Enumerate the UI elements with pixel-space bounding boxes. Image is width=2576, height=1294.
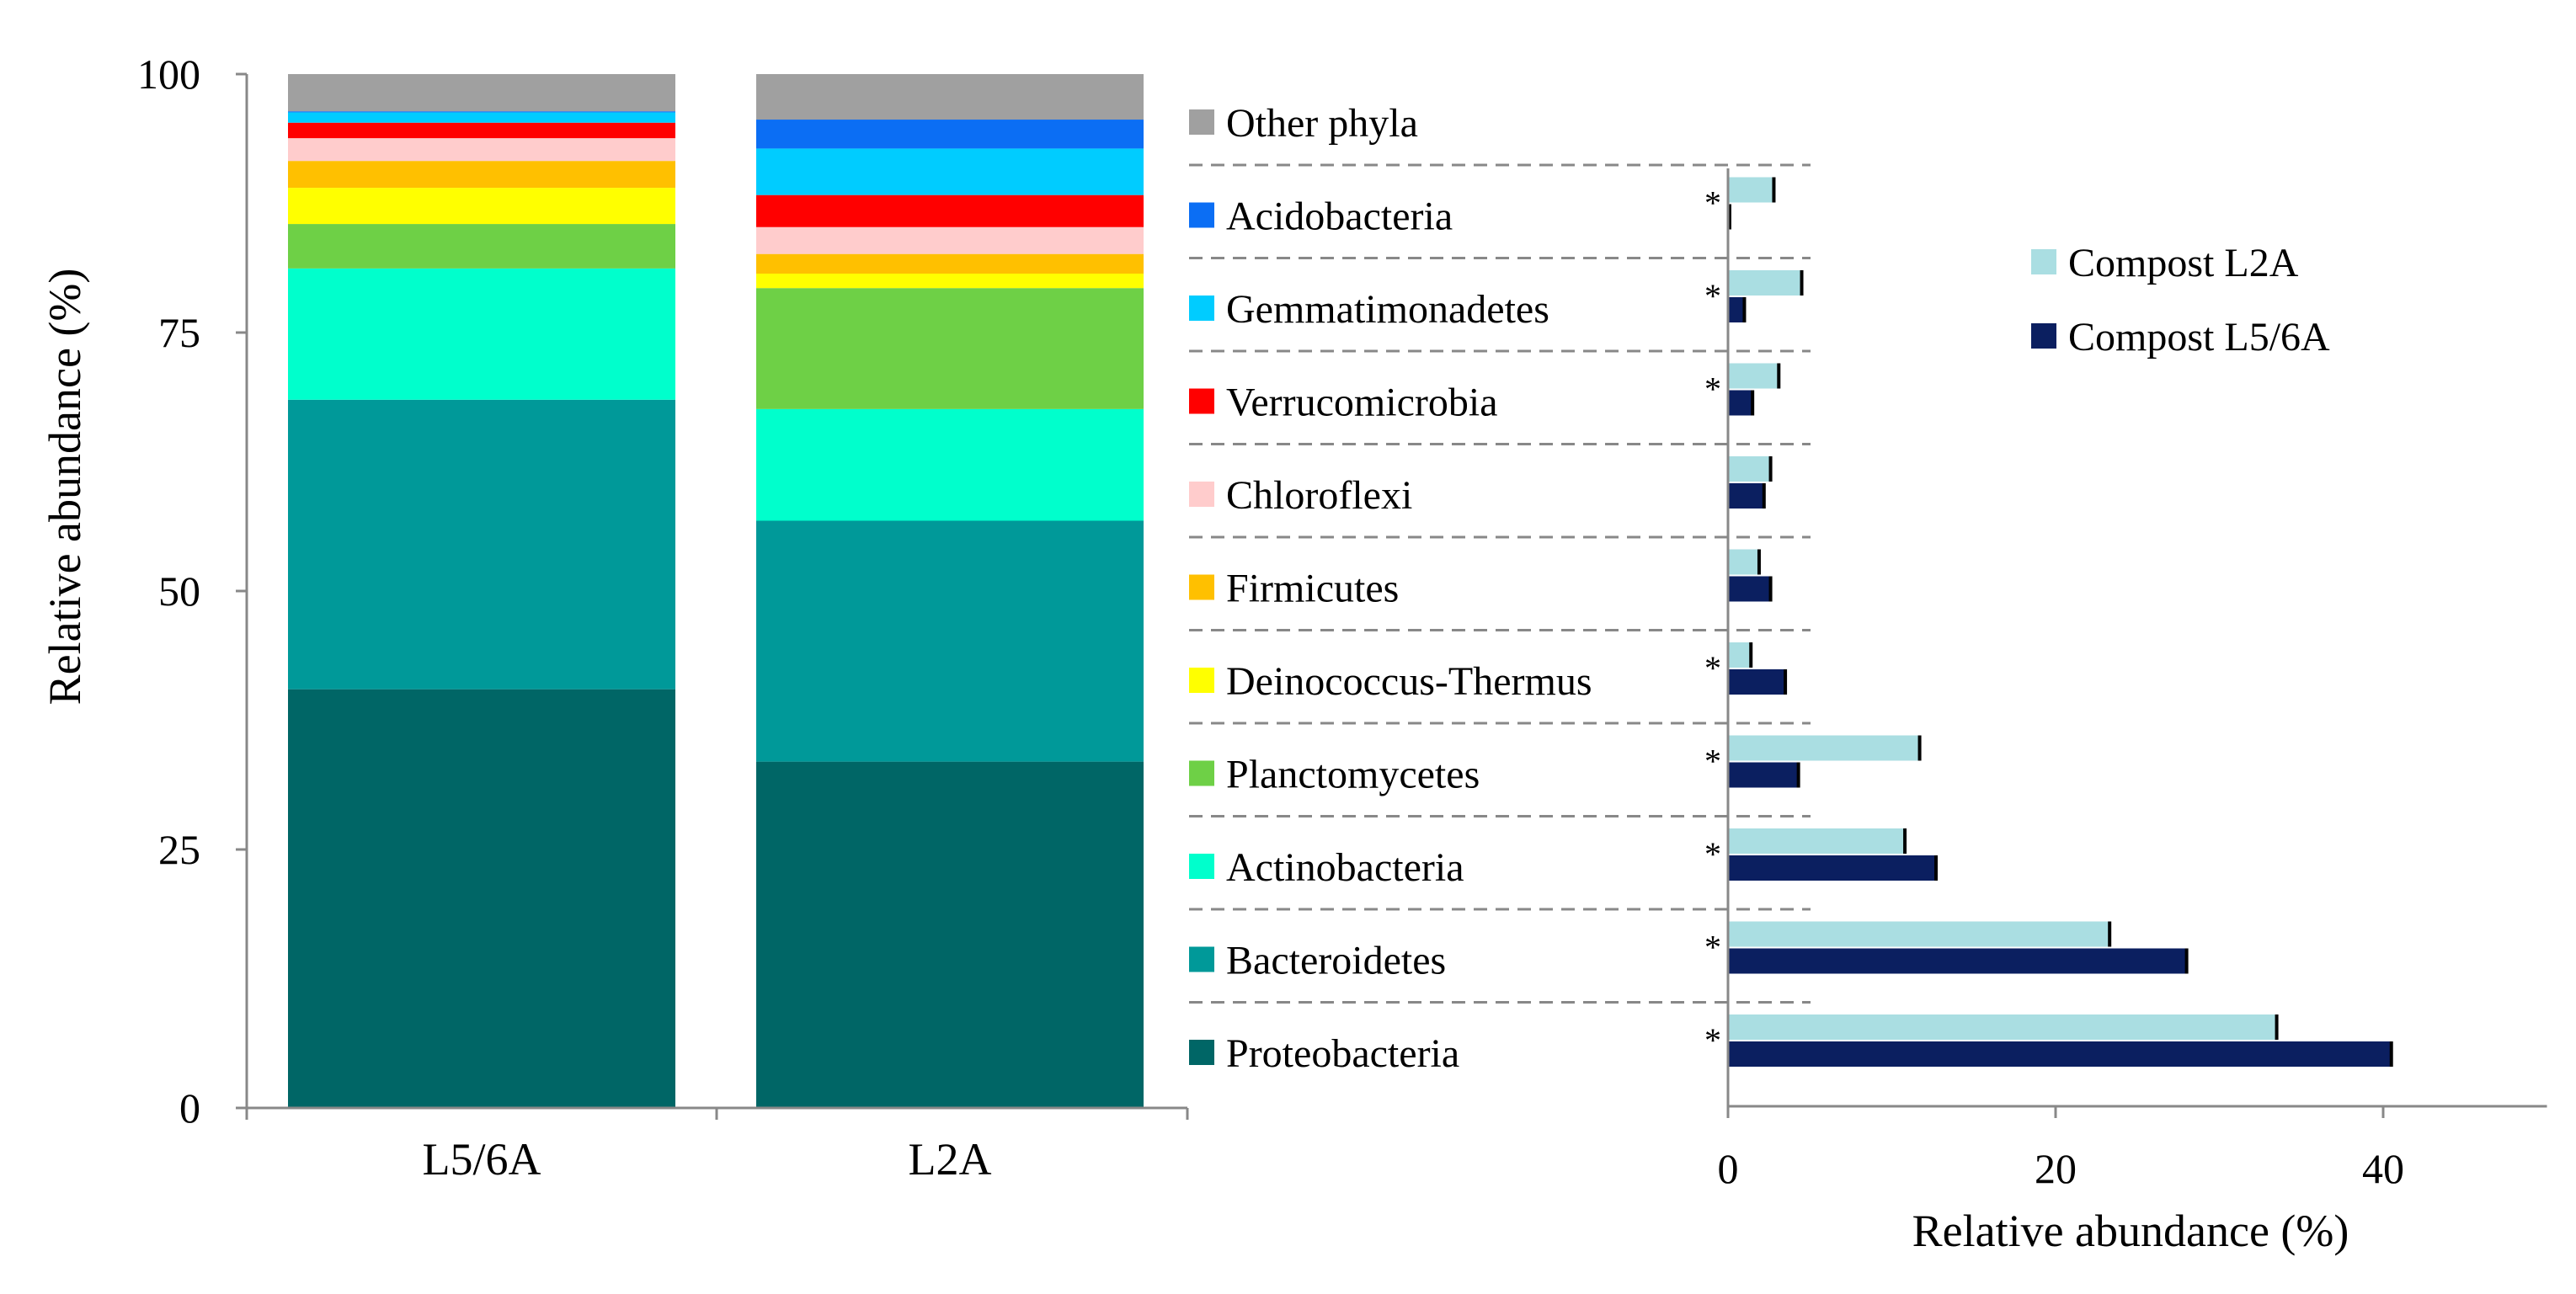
legend-label-proteobacteria: Proteobacteria [1226,1031,1459,1076]
hbar-compost-l5-6a-chloroflexi [1728,483,1764,509]
legend-swatch-gemmatimonadetes [1189,296,1214,321]
legend-swatch-actinobacteria [1189,854,1214,879]
legend-swatch-deinococcus-thermus [1189,668,1214,693]
stacked-x-tick-label: L5/6A [423,1134,541,1185]
stacked-bars [288,74,1144,1108]
phylum-legend: Other phyla Acidobacteria Gemmatimonadetes… [1189,101,1811,1076]
stack-segment-bacteroidetes-l5-6a [288,399,675,690]
hbar-compost-l2a-deinococcus-thermus [1728,642,1752,668]
stack-segment-other-phyla-l5-6a [288,74,675,112]
stack-segment-deinococcus-thermus-l2a [756,274,1144,289]
stack-segment-planctomycetes-l5-6a [288,224,675,269]
hbar-compost-l5-6a-firmicutes [1728,576,1771,602]
legend-label-acidobacteria: Acidobacteria [1226,194,1453,239]
stack-segment-deinococcus-thermus-l5-6a [288,188,675,225]
significance-marker: * [1704,277,1721,315]
stacked-y-axis: 0 25 50 75 100 [137,51,1189,1132]
stack-segment-firmicutes-l5-6a [288,161,675,189]
hbar-compost-l2a-firmicutes [1728,549,1759,575]
stack-segment-proteobacteria-l2a [756,761,1144,1108]
stacked-y-tick-label: 50 [158,567,200,615]
hbar-compost-l2a-acidobacteria [1728,177,1774,203]
hbar-compost-l2a-chloroflexi [1728,456,1771,482]
hbar-compost-l5-6a-bacteroidetes [1728,948,2187,974]
stack-segment-gemmatimonadetes-l2a [756,148,1144,195]
hbar-compost-l2a-gemmatimonadetes [1728,270,1802,296]
compost-legend-label-compost-l5-6a: Compost L5/6A [2068,315,2330,359]
significance-marker: * [1704,184,1721,222]
hbar-compost-l5-6a-verrucomicrobia [1728,390,1753,416]
significance-marker: * [1704,370,1721,408]
stacked-y-tick-label: 25 [158,826,200,873]
legend-swatch-verrucomicrobia [1189,388,1214,414]
horizontal-x-tick-label: 0 [1718,1145,1739,1192]
legend-label-gemmatimonadetes: Gemmatimonadetes [1226,287,1549,332]
hbar-compost-l2a-verrucomicrobia [1728,363,1779,389]
stack-segment-planctomycetes-l2a [756,288,1144,409]
horizontal-x-tick-label: 20 [2035,1145,2077,1192]
stack-segment-actinobacteria-l5-6a [288,268,675,400]
hbar-compost-l5-6a-deinococcus-thermus [1728,669,1786,695]
legend-swatch-acidobacteria [1189,202,1214,228]
horizontal-x-axis-title: Relative abundance (%) [1912,1206,2349,1256]
legend-label-planctomycetes: Planctomycetes [1226,753,1480,797]
legend-label-chloroflexi: Chloroflexi [1226,473,1412,518]
legend-swatch-bacteroidetes [1189,946,1214,972]
stacked-x-tick-labels: L5/6A L2A [423,1134,992,1185]
legend-swatch-proteobacteria [1189,1040,1214,1065]
stacked-x-tick-label: L2A [909,1134,992,1185]
significance-marker: * [1704,929,1721,967]
horizontal-x-axis: 0 20 40 [1718,168,2547,1192]
stack-segment-acidobacteria-l5-6a [288,111,675,113]
hbar-compost-l5-6a-proteobacteria [1728,1041,2392,1067]
compost-legend-swatch-compost-l2a [2031,249,2056,274]
stack-segment-actinobacteria-l2a [756,408,1144,521]
stacked-y-tick-label: 75 [158,309,200,356]
compost-legend: Compost L2A Compost L5/6A [2031,241,2330,359]
stack-segment-verrucomicrobia-l2a [756,194,1144,227]
hbar-compost-l2a-actinobacteria [1728,828,1906,854]
legend-label-firmicutes: Firmicutes [1226,567,1399,611]
stack-segment-firmicutes-l2a [756,253,1144,274]
stacked-y-tick-label: 100 [137,51,200,98]
significance-marker: * [1704,1021,1721,1059]
stack-segment-proteobacteria-l5-6a [288,689,675,1108]
legend-label-other-phyla: Other phyla [1226,101,1418,146]
hbar-compost-l5-6a-gemmatimonadetes [1728,297,1745,322]
significance-marker: * [1704,743,1721,780]
legend-label-bacteroidetes: Bacteroidetes [1226,939,1446,983]
legend-label-deinococcus-thermus: Deinococcus-Thermus [1226,659,1592,704]
hbar-compost-l2a-planctomycetes [1728,735,1920,761]
legend-swatch-chloroflexi [1189,482,1214,507]
hbar-compost-l2a-proteobacteria [1728,1014,2277,1040]
compost-legend-swatch-compost-l5-6a [2031,323,2056,349]
stack-segment-bacteroidetes-l2a [756,520,1144,762]
compost-legend-label-compost-l2a: Compost L2A [2068,241,2299,285]
stack-segment-gemmatimonadetes-l5-6a [288,112,675,123]
stack-segment-chloroflexi-l2a [756,226,1144,254]
significance-marker: * [1704,649,1721,687]
legend-label-actinobacteria: Actinobacteria [1226,845,1464,890]
legend-label-verrucomicrobia: Verrucomicrobia [1226,381,1498,425]
legend-swatch-other-phyla [1189,109,1214,135]
stacked-y-tick-label: 0 [179,1084,200,1132]
stack-segment-chloroflexi-l5-6a [288,138,675,162]
significance-marker: * [1704,835,1721,873]
legend-swatch-firmicutes [1189,574,1214,600]
legend-swatch-planctomycetes [1189,760,1214,786]
hbar-compost-l2a-bacteroidetes [1728,921,2110,947]
horizontal-x-tick-label: 40 [2362,1145,2404,1192]
hbar-compost-l5-6a-actinobacteria [1728,855,1937,881]
hbar-compost-l5-6a-planctomycetes [1728,762,1799,788]
stack-segment-verrucomicrobia-l5-6a [288,122,675,139]
stacked-y-axis-title: Relative abundance (%) [40,269,90,706]
stack-segment-other-phyla-l2a [756,74,1144,120]
stack-segment-acidobacteria-l2a [756,120,1144,149]
horizontal-bars: * * * * * * * * [1704,177,2393,1067]
